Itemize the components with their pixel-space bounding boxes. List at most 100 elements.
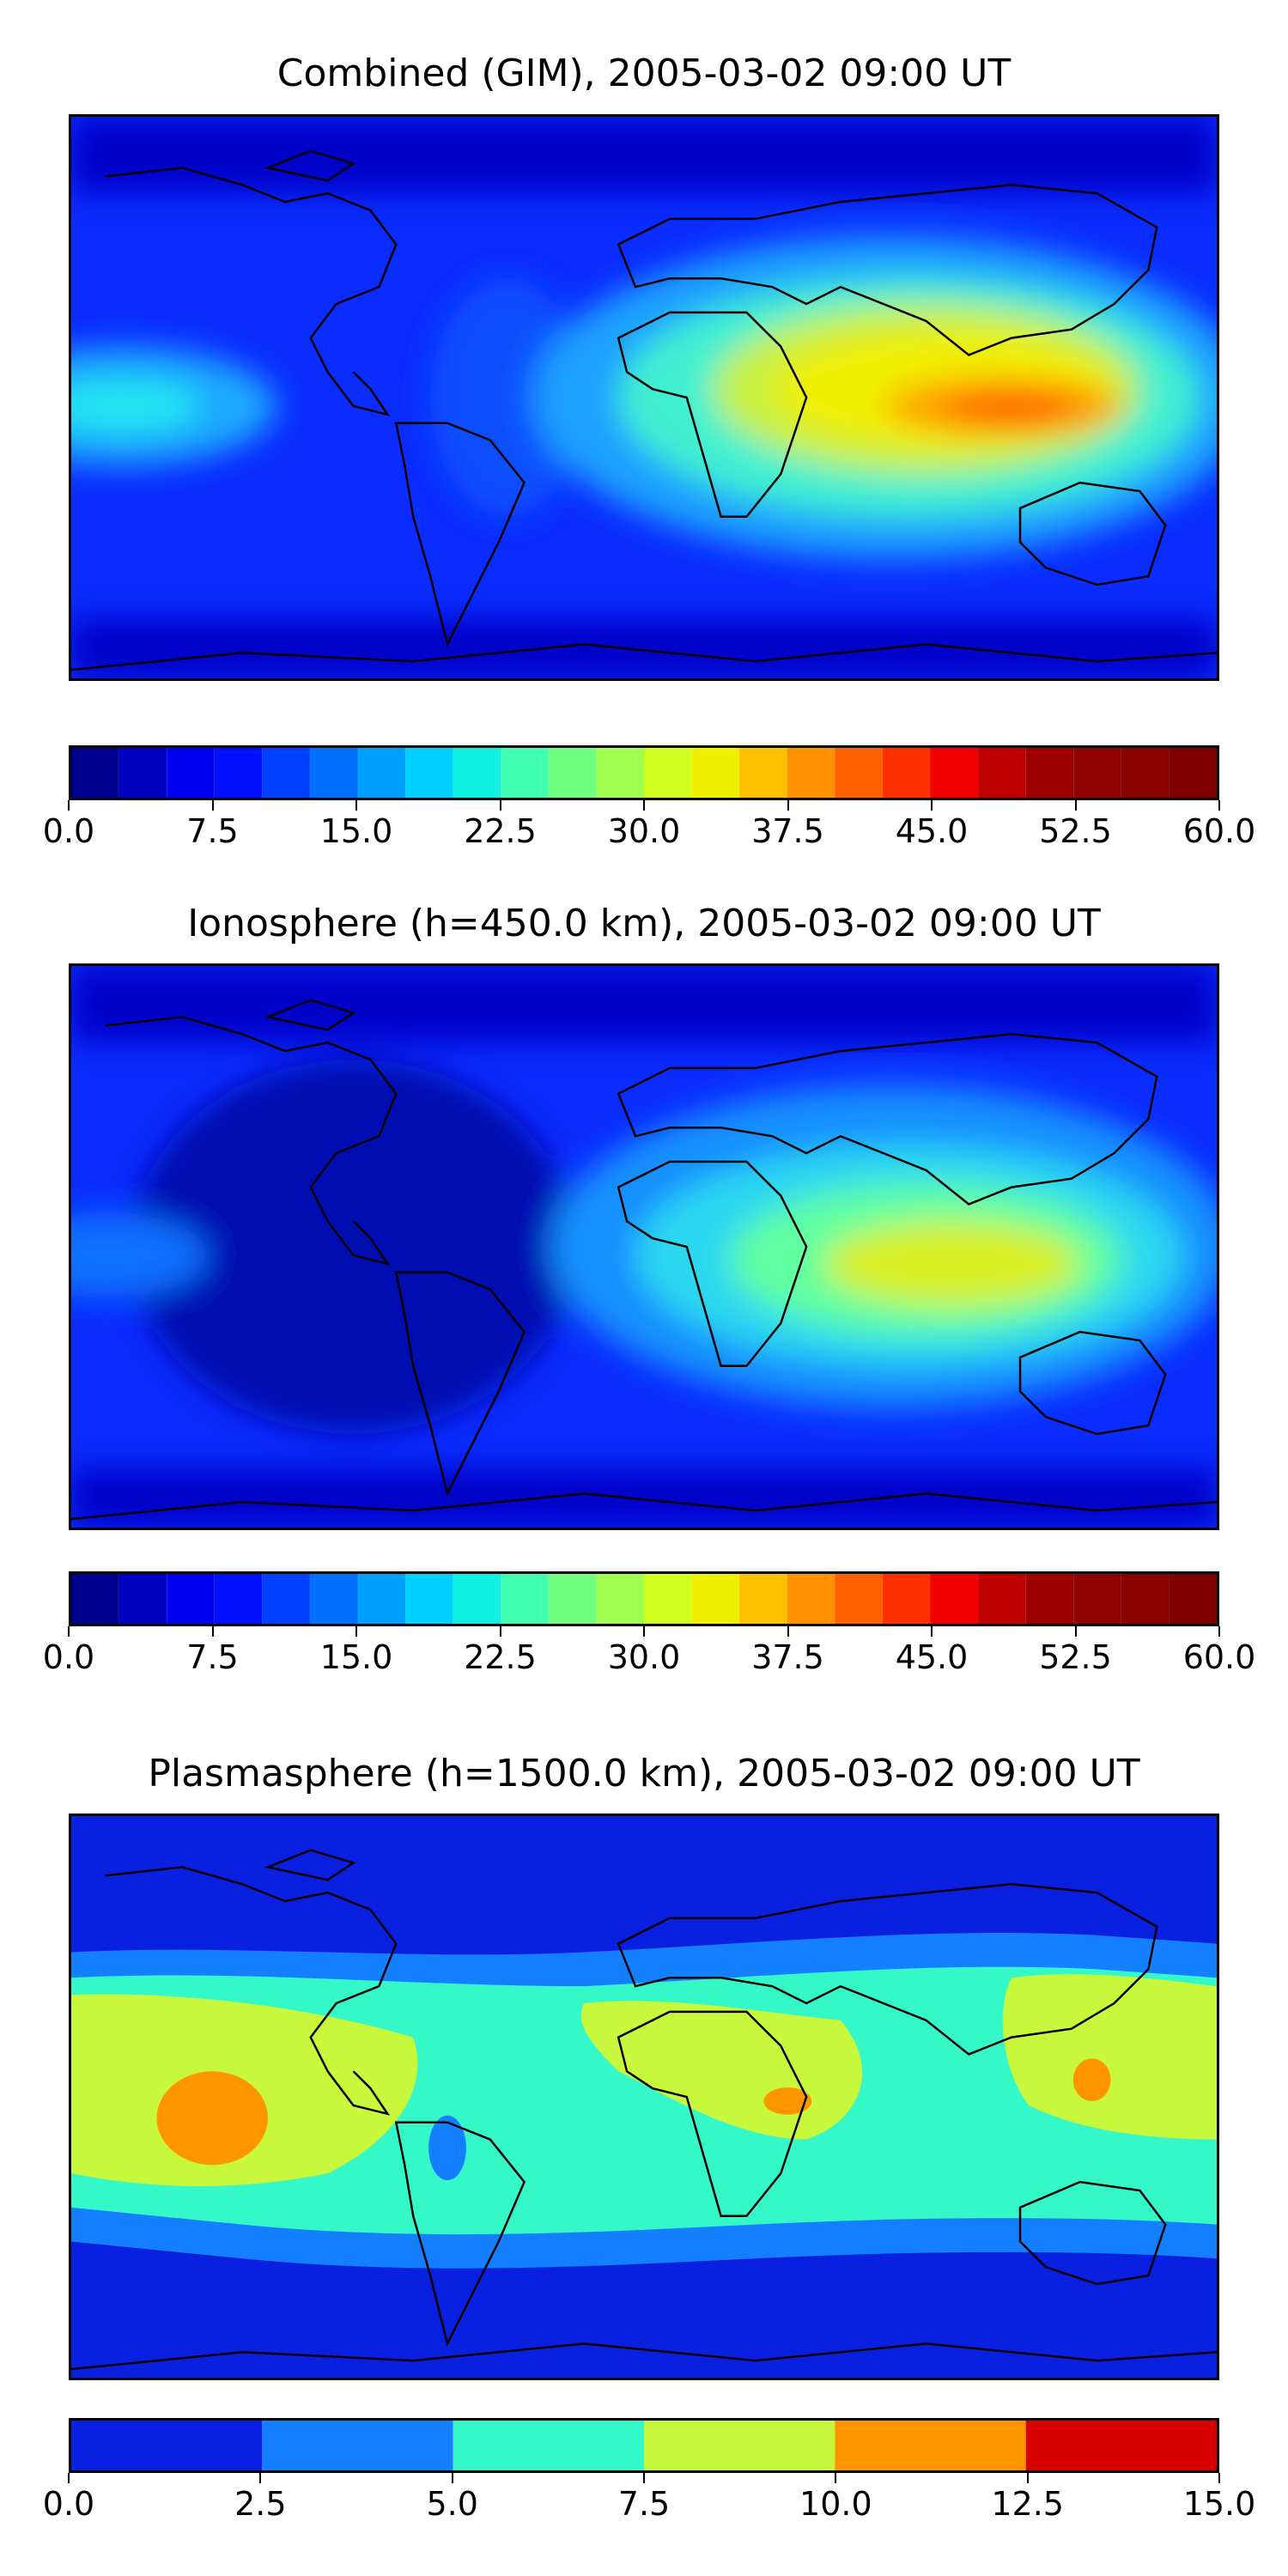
- colorbar-tick-label: 52.5: [1039, 1638, 1112, 1676]
- panel-2-south-pole-low: [71, 1467, 1217, 1528]
- panel-2-north-america-coast: [105, 1016, 398, 1266]
- panel-1-peak-red: [943, 392, 1080, 423]
- panel-2-north-pole-low: [71, 966, 1217, 1043]
- colorbar-tick-mark: [787, 1626, 789, 1637]
- colorbar-tick-mark: [1074, 800, 1077, 811]
- panel-3-south-america-coast: [394, 2121, 526, 2347]
- panel-3-west-pacific-peak: [1072, 2058, 1111, 2101]
- colorbar-tick-mark: [643, 1626, 645, 1637]
- colorbar-tick-label: 2.5: [234, 2485, 287, 2523]
- panel-1-eurasia-coast: [617, 184, 1158, 356]
- colorbar-tick-mark: [355, 1626, 357, 1637]
- panel-3-colorbar: [69, 2418, 1219, 2473]
- colorbar-tick-label: 0.0: [42, 812, 95, 850]
- panel-3-africa-peak: [763, 2087, 812, 2115]
- panel-3-west-pacific-high: [1002, 1974, 1217, 2140]
- colorbar-tick-mark: [499, 800, 501, 811]
- colorbar-tick-mark: [68, 1626, 70, 1637]
- panel-1-greenland-coast: [264, 149, 356, 182]
- colorbar-tick-label: 15.0: [319, 1638, 393, 1676]
- panel-3-antarctica-coast: [71, 2342, 1217, 2371]
- panel-2-map: [69, 963, 1219, 1530]
- colorbar-tick-mark: [787, 800, 789, 811]
- colorbar-tick-label: 52.5: [1039, 812, 1112, 850]
- colorbar-tick-mark: [68, 800, 70, 811]
- panel-2-colorbar-gradient: [71, 1574, 1217, 1624]
- panel-1-coastlines: [71, 149, 1217, 671]
- panel-3-eurasia-coast: [617, 1883, 1158, 2056]
- colorbar-tick-label: 15.0: [319, 812, 393, 850]
- colorbar-tick-label: 15.0: [1182, 2485, 1256, 2523]
- colorbar-tick-label: 0.0: [42, 1638, 95, 1676]
- colorbar-tick-mark: [211, 1626, 214, 1637]
- colorbar-tick-label: 60.0: [1182, 812, 1256, 850]
- panel-2-peak-yellow: [823, 1221, 1080, 1307]
- colorbar-tick-mark: [643, 2473, 645, 2483]
- panel-1-americas: [430, 278, 585, 517]
- panel-2-africa-coast: [617, 1160, 808, 1367]
- colorbar-tick-mark: [68, 2473, 70, 2483]
- colorbar-tick-label: 5.0: [426, 2485, 478, 2523]
- colorbar-tick-label: 60.0: [1182, 1638, 1256, 1676]
- colorbar-tick-mark: [1026, 2473, 1029, 2483]
- panel-3-coastlines: [71, 1849, 1217, 2371]
- panel-2-greenland-coast: [264, 999, 356, 1031]
- panel-1-title: Combined (GIM), 2005-03-02 09:00 UT: [276, 52, 1012, 95]
- panel-2-title: Ionosphere (h=450.0 km), 2005-03-02 09:0…: [187, 902, 1101, 945]
- colorbar-tick-label: 30.0: [607, 1638, 681, 1676]
- colorbar-tick-mark: [931, 800, 933, 811]
- panel-2-south-america-coast: [394, 1271, 526, 1497]
- panel-1-pacific-core: [71, 380, 200, 432]
- colorbar-tick-label: 22.5: [464, 1638, 537, 1676]
- colorbar-tick-label: 10.0: [799, 2485, 872, 2523]
- colorbar-tick-label: 7.5: [186, 812, 239, 850]
- colorbar-tick-label: 45.0: [895, 1638, 969, 1676]
- panel-1-south-pole-low: [71, 618, 1217, 678]
- panel-3-africa-coast: [617, 2010, 808, 2217]
- panel-2-eurasia-coast: [617, 1033, 1158, 1206]
- panel-2-coastlines: [71, 999, 1217, 1521]
- colorbar-tick-label: 0.0: [42, 2485, 95, 2523]
- panel-1-colorbar-gradient: [71, 748, 1217, 798]
- panel-3-map: [69, 1814, 1219, 2380]
- panel-2-australia-coast: [1018, 1330, 1167, 1436]
- colorbar-tick-label: 45.0: [895, 812, 969, 850]
- colorbar-tick-mark: [1218, 800, 1220, 811]
- panel-1-colorbar: [69, 745, 1219, 800]
- colorbar-tick-label: 7.5: [617, 2485, 671, 2523]
- colorbar-tick-mark: [211, 800, 214, 811]
- colorbar-tick-label: 7.5: [186, 1638, 239, 1676]
- colorbar-tick-label: 37.5: [751, 1638, 824, 1676]
- panel-2-colorbar: [69, 1571, 1219, 1626]
- panel-3-south-america-low: [428, 2115, 466, 2181]
- panel-1-antarctica-coast: [71, 643, 1217, 671]
- colorbar-tick-mark: [643, 800, 645, 811]
- panel-1-africa-coast: [617, 311, 808, 518]
- panel-3-colorbar-gradient: [71, 2421, 1217, 2470]
- panel-3-north-america-coast: [105, 1866, 398, 2116]
- panel-1-south-america-coast: [394, 422, 526, 647]
- colorbar-tick-label: 30.0: [607, 812, 681, 850]
- panel-1-north-pole-low: [71, 117, 1217, 194]
- colorbar-tick-label: 37.5: [751, 812, 824, 850]
- colorbar-tick-mark: [1218, 1626, 1220, 1637]
- panel-3-greenland-coast: [264, 1849, 356, 1881]
- panel-3-australia-coast: [1018, 2180, 1167, 2286]
- colorbar-tick-mark: [931, 1626, 933, 1637]
- panel-3-pacific-peak: [156, 2071, 268, 2166]
- colorbar-tick-mark: [1218, 2473, 1220, 2483]
- colorbar-tick-mark: [259, 2473, 262, 2483]
- colorbar-tick-mark: [451, 2473, 453, 2483]
- panel-2-antarctica-coast: [71, 1492, 1217, 1521]
- colorbar-tick-label: 22.5: [464, 812, 537, 850]
- panel-3-title: Plasmasphere (h=1500.0 km), 2005-03-02 0…: [148, 1752, 1140, 1795]
- panel-1-north-america-coast: [105, 167, 398, 416]
- panel-2-americas-low: [131, 1060, 576, 1434]
- colorbar-tick-label: 12.5: [991, 2485, 1064, 2523]
- panel-1-australia-coast: [1018, 481, 1167, 586]
- panel-1-map: [69, 114, 1219, 681]
- panel-2-pacific-band: [71, 1212, 209, 1298]
- colorbar-tick-mark: [1074, 1626, 1077, 1637]
- colorbar-tick-mark: [835, 2473, 837, 2483]
- colorbar-tick-mark: [499, 1626, 501, 1637]
